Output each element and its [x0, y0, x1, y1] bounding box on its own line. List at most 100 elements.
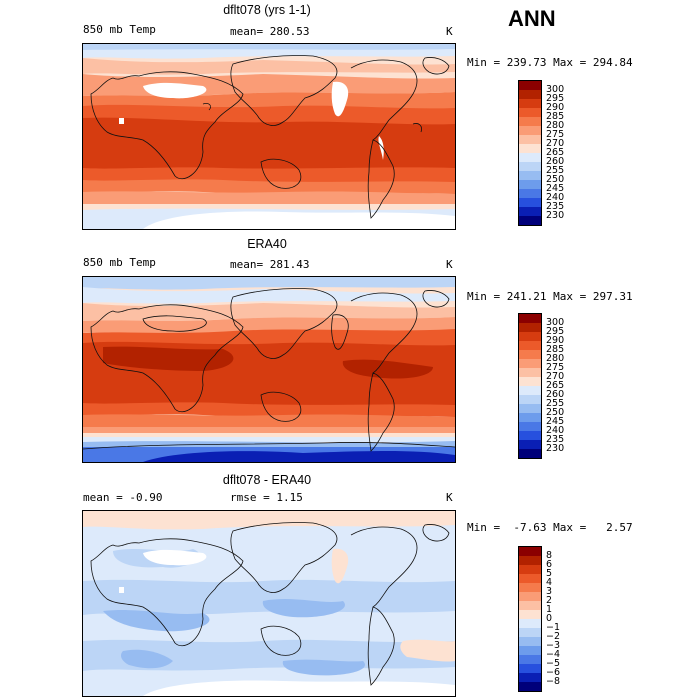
panel-1-map: [82, 43, 456, 230]
colorbar-label: 6: [546, 558, 553, 570]
colorbar-label: −8: [546, 675, 561, 687]
colorbar-swatch: [519, 108, 541, 117]
colorbar-label: 2: [546, 594, 553, 606]
panel-2-units: K: [446, 258, 453, 271]
colorbar-label: −6: [546, 666, 561, 678]
panel-2-colorbar: [518, 313, 542, 459]
colorbar-label: 235: [546, 433, 565, 445]
colorbar-swatch: [519, 171, 541, 180]
colorbar-label: 250: [546, 173, 565, 185]
panel-3-title: dflt078 - ERA40: [222, 473, 312, 487]
colorbar-label: 1: [546, 603, 553, 615]
panel-3-map: [82, 510, 456, 697]
colorbar-label: 0: [546, 612, 553, 624]
colorbar-swatch: [519, 99, 541, 108]
colorbar-label: 295: [546, 92, 565, 104]
colorbar-label: 8: [546, 549, 553, 561]
panel-3-mean-label: mean = -0.90: [83, 491, 163, 504]
colorbar-label: 230: [546, 209, 565, 221]
colorbar-label: 280: [546, 352, 565, 364]
colorbar-label: 240: [546, 424, 565, 436]
panel-1-title: dflt078 (yrs 1-1): [223, 3, 311, 17]
panel-1-colorbar: [518, 80, 542, 226]
colorbar-swatch: [519, 449, 541, 458]
panel-1-minmax: Min = 239.73 Max = 294.84: [467, 56, 633, 69]
colorbar-label: 275: [546, 361, 565, 373]
colorbar-swatch: [519, 368, 541, 377]
colorbar-label: 260: [546, 155, 565, 167]
colorbar-swatch: [519, 610, 541, 619]
colorbar-label: 285: [546, 110, 565, 122]
colorbar-label: 235: [546, 200, 565, 212]
colorbar-label: 275: [546, 128, 565, 140]
colorbar-label: 4: [546, 576, 553, 588]
colorbar-label: 290: [546, 101, 565, 113]
colorbar-swatch: [519, 422, 541, 431]
colorbar-label: 245: [546, 182, 565, 194]
colorbar-swatch: [519, 198, 541, 207]
colorbar-swatch: [519, 189, 541, 198]
colorbar-swatch: [519, 628, 541, 637]
colorbar-label: 250: [546, 406, 565, 418]
colorbar-swatch: [519, 90, 541, 99]
colorbar-label: 295: [546, 325, 565, 337]
panel-2-title: ERA40: [247, 237, 287, 251]
colorbar-swatch: [519, 386, 541, 395]
colorbar-swatch: [519, 637, 541, 646]
panel-3-units: K: [446, 491, 453, 504]
season-label: ANN: [508, 6, 556, 31]
colorbar-swatch: [519, 359, 541, 368]
colorbar-swatch: [519, 431, 541, 440]
colorbar-swatch: [519, 332, 541, 341]
colorbar-swatch: [519, 646, 541, 655]
colorbar-swatch: [519, 395, 541, 404]
colorbar-swatch: [519, 377, 541, 386]
colorbar-swatch: [519, 117, 541, 126]
colorbar-swatch: [519, 216, 541, 225]
colorbar-label: 265: [546, 146, 565, 158]
colorbar-swatch: [519, 565, 541, 574]
colorbar-label: −5: [546, 657, 561, 669]
colorbar-swatch: [519, 81, 541, 90]
colorbar-swatch: [519, 440, 541, 449]
panel-1-colorbar-labels: 300 295 290 285 280 275 270 265 260 255 250 245 240 2…: [546, 80, 576, 226]
colorbar-swatch: [519, 162, 541, 171]
colorbar-swatch: [519, 135, 541, 144]
colorbar-label: 290: [546, 334, 565, 346]
colorbar-label: 230: [546, 442, 565, 454]
panel-3-minmax: Min = -7.63 Max = 2.57: [467, 521, 633, 534]
colorbar-swatch: [519, 556, 541, 565]
colorbar-label: −4: [546, 648, 561, 660]
colorbar-swatch: [519, 673, 541, 682]
colorbar-swatch: [519, 350, 541, 359]
colorbar-swatch: [519, 207, 541, 216]
colorbar-swatch: [519, 341, 541, 350]
colorbar-label: 280: [546, 119, 565, 131]
colorbar-swatch: [519, 583, 541, 592]
colorbar-swatch: [519, 413, 541, 422]
colorbar-label: 270: [546, 370, 565, 382]
panel-1-variable-label: 850 mb Temp: [83, 23, 156, 36]
panel-2-minmax: Min = 241.21 Max = 297.31: [467, 290, 633, 303]
panel-2-map: [82, 276, 456, 463]
colorbar-label: 255: [546, 164, 565, 176]
colorbar-label: 255: [546, 397, 565, 409]
panel-2-mean-label: mean= 281.43: [230, 258, 310, 271]
colorbar-label: −2: [546, 630, 561, 642]
colorbar-swatch: [519, 592, 541, 601]
panel-3-colorbar: [518, 546, 542, 692]
colorbar-swatch: [519, 682, 541, 691]
colorbar-label: 300: [546, 316, 565, 328]
colorbar-swatch: [519, 574, 541, 583]
colorbar-swatch: [519, 180, 541, 189]
colorbar-label: 245: [546, 415, 565, 427]
colorbar-label: 285: [546, 343, 565, 355]
colorbar-swatch: [519, 404, 541, 413]
colorbar-swatch: [519, 144, 541, 153]
colorbar-swatch: [519, 323, 541, 332]
colorbar-label: 5: [546, 567, 553, 579]
panel-2-colorbar-labels: 300 295 290 285 280 275 270 265 260 255 250 245 240 2…: [546, 313, 576, 459]
panel-2-variable-label: 850 mb Temp: [83, 256, 156, 269]
colorbar-swatch: [519, 314, 541, 323]
colorbar-label: 300: [546, 83, 565, 95]
